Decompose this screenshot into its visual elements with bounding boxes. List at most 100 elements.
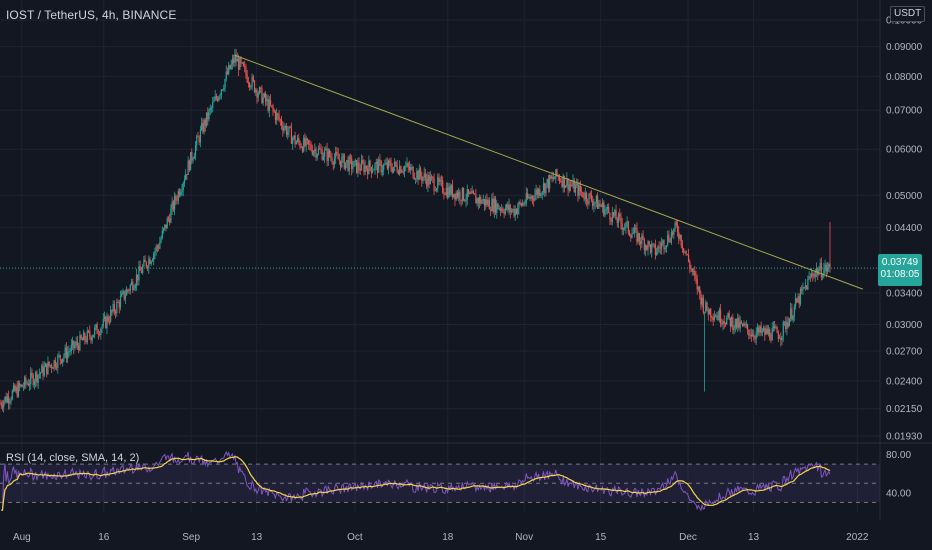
price-axis[interactable]: 0.100000.090000.080000.070000.060000.050… (886, 16, 923, 443)
candle (422, 176, 424, 184)
candle (269, 94, 272, 107)
candle (359, 163, 361, 176)
candle (166, 216, 168, 229)
candle (609, 212, 611, 226)
price-tick-label: 0.03000 (886, 320, 923, 331)
candle (224, 78, 226, 93)
candle (624, 223, 626, 231)
candle (387, 159, 390, 175)
candle (568, 179, 570, 193)
candle (825, 262, 827, 278)
candle (217, 96, 219, 103)
trendline[interactable] (234, 54, 863, 290)
candle (689, 259, 691, 274)
candle (781, 335, 783, 346)
candle (679, 233, 681, 241)
candle (12, 382, 15, 393)
candle (681, 240, 684, 253)
candle (582, 192, 584, 199)
candle (298, 133, 300, 146)
candle (622, 227, 625, 236)
candle (625, 221, 627, 234)
candle (478, 194, 481, 209)
candle (739, 316, 741, 333)
candle (428, 172, 430, 189)
candle (212, 96, 214, 113)
candle (803, 286, 805, 289)
candle (600, 203, 602, 208)
candle (193, 152, 195, 159)
candle (599, 199, 601, 207)
candle (620, 212, 622, 230)
candle (753, 329, 755, 341)
candle (807, 275, 809, 291)
candle (171, 196, 173, 215)
candle (258, 86, 261, 95)
candle (174, 191, 176, 216)
candle (829, 221, 831, 273)
candle (683, 248, 685, 256)
candle (116, 298, 118, 317)
candle (761, 328, 763, 337)
candle (667, 230, 669, 247)
candle (84, 331, 86, 345)
price-tick-label: 0.06000 (886, 145, 923, 156)
candle (293, 135, 295, 141)
candle (802, 282, 804, 296)
price-tick-label: 0.09000 (886, 42, 923, 53)
chart-title[interactable]: IOST / TetherUS, 4h, BINANCE (6, 8, 177, 22)
candle (223, 84, 225, 92)
candle (763, 325, 765, 332)
candle (738, 314, 740, 331)
candle (750, 328, 752, 342)
candle (680, 234, 682, 249)
candle (23, 375, 26, 390)
candle (370, 166, 372, 178)
candle (794, 293, 797, 310)
candle (469, 191, 471, 195)
candle (672, 230, 674, 238)
candle (483, 198, 486, 211)
candle (106, 312, 108, 335)
candle (546, 178, 548, 188)
candle (697, 286, 700, 293)
candle (721, 318, 723, 327)
candle (263, 92, 265, 99)
rsi-indicator-title[interactable]: RSI (14, close, SMA, 14, 2) (6, 452, 140, 464)
candle (337, 148, 339, 160)
candle (230, 59, 232, 71)
candle (470, 188, 472, 195)
candle (815, 262, 818, 278)
time-tick-label: Sep (182, 532, 200, 543)
candle (358, 157, 360, 174)
candle (64, 344, 66, 359)
candle (369, 159, 371, 171)
candle (663, 239, 665, 255)
candle (320, 144, 322, 154)
candle (819, 258, 821, 272)
candle (644, 243, 647, 257)
price-tick-label: 0.08000 (886, 72, 923, 83)
candle (445, 182, 447, 198)
candle (100, 327, 102, 340)
candle (621, 218, 623, 236)
candle (304, 133, 306, 148)
candle (122, 288, 124, 295)
candle (454, 193, 456, 206)
candle (734, 318, 736, 333)
currency-button[interactable]: USDT (890, 6, 926, 22)
candle (118, 299, 120, 314)
candle (515, 208, 518, 215)
candle (619, 208, 621, 221)
time-axis[interactable]: Aug 16 Sep 13 Oct 18 Nov 15 Dec 13 2022 (13, 532, 869, 543)
candle (289, 125, 291, 129)
candle (317, 145, 320, 156)
candle (686, 253, 688, 256)
candle (198, 135, 200, 146)
candle (508, 198, 510, 216)
candle (354, 158, 356, 166)
candle (283, 122, 285, 134)
candle (451, 179, 454, 200)
candle (592, 196, 594, 210)
